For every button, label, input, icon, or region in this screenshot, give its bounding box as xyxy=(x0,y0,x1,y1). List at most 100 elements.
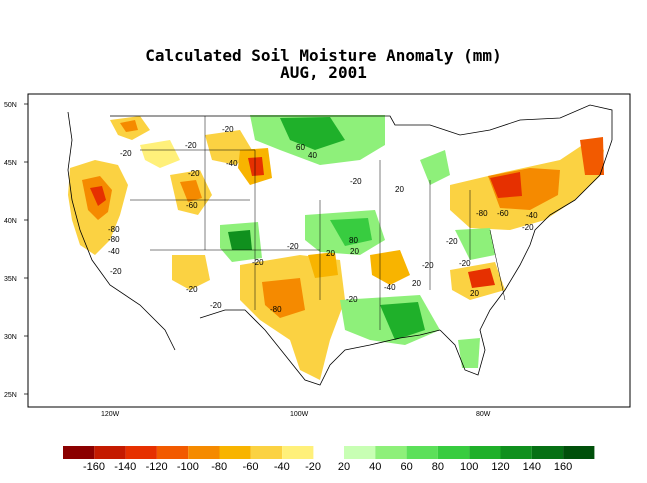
colorbar-swatch-wet xyxy=(531,446,564,459)
contour-label: -20 xyxy=(185,141,197,150)
state-borders xyxy=(130,116,506,330)
dry-region-idaho xyxy=(140,140,180,168)
contour-label: -40 xyxy=(226,159,238,168)
colorbar-swatch-wet xyxy=(500,446,532,459)
map-subtitle: AUG, 2001 xyxy=(280,63,367,82)
lat-label-40n: 40N xyxy=(4,218,17,225)
colorbar-swatch-dry xyxy=(94,446,126,459)
colorbar-label-wet: 120 xyxy=(491,461,509,473)
northern-border xyxy=(110,104,613,140)
dry-core-wyoming xyxy=(180,180,202,202)
colorbar-swatch-dry xyxy=(219,446,251,459)
west-coastline xyxy=(67,111,176,351)
colorbar-swatch-dry xyxy=(250,446,283,459)
colorbar-label-dry: -20 xyxy=(305,461,321,473)
colorbar-swatch-dry xyxy=(156,446,189,459)
colorbar-swatch-dry xyxy=(63,446,95,459)
colorbar-label-wet: 20 xyxy=(338,461,350,473)
colorbar-swatch-wet xyxy=(406,446,438,459)
colorbar-label-dry: -80 xyxy=(211,461,227,473)
lat-label-25n: 25N xyxy=(4,392,17,399)
contour-label: -20 xyxy=(222,125,234,134)
wet-region-florida xyxy=(458,338,480,368)
dry-region-oklahoma xyxy=(308,252,338,278)
contour-label: -40 xyxy=(108,247,120,256)
contour-label: -20 xyxy=(459,259,471,268)
contour-label: -20 xyxy=(422,261,434,270)
contour-label: -60 xyxy=(497,209,509,218)
map-title: Calculated Soil Moisture Anomaly (mm) xyxy=(145,46,502,65)
east-coastline xyxy=(439,139,613,376)
contour-label: -80 xyxy=(476,209,488,218)
colorbar-label-wet: 160 xyxy=(554,461,572,473)
contour-label: -80 xyxy=(270,305,282,314)
contour-label: -20 xyxy=(287,242,299,251)
colorbar-label-dry: -100 xyxy=(177,461,199,473)
colorbar-swatch-wet xyxy=(375,446,407,459)
colorbar-label-dry: -120 xyxy=(146,461,168,473)
longitude-axis: 120W 100W 80W xyxy=(101,411,491,418)
wet-core-kansas xyxy=(330,218,372,246)
wet-core-north-plains xyxy=(280,117,345,150)
lat-label-35n: 35N xyxy=(4,276,17,283)
colorbar-label-wet: 80 xyxy=(432,461,444,473)
anomaly-regions xyxy=(68,115,604,380)
colorbar-swatch-wet xyxy=(563,446,595,459)
contour-label: 60 xyxy=(296,143,305,152)
contour-label: -60 xyxy=(186,201,198,210)
coastline-and-borders xyxy=(67,104,613,386)
contour-label: 20 xyxy=(350,247,359,256)
lon-label-80w: 80W xyxy=(476,411,491,418)
contour-label: -20 xyxy=(186,285,198,294)
colorbar-swatch-wet xyxy=(469,446,501,459)
colorbar: -160 -140 -120 -100 -80 -60 -40 -20 20 40 60 80 100 1… xyxy=(63,446,595,473)
contour-label: -20 xyxy=(350,177,362,186)
colorbar-label-dry: -160 xyxy=(83,461,105,473)
dry-core-texas xyxy=(262,278,305,318)
contour-label: -20 xyxy=(346,295,358,304)
contour-label: 20 xyxy=(395,185,404,194)
dry-region-arizona xyxy=(172,255,210,290)
contour-label: -20 xyxy=(446,237,458,246)
colorbar-label-wet: 140 xyxy=(523,461,541,473)
contour-label: 80 xyxy=(349,236,358,245)
wet-region-michigan xyxy=(420,150,450,185)
contour-label: -20 xyxy=(522,223,534,232)
latitude-axis: 50N 45N 40N 35N 30N 25N xyxy=(4,102,28,399)
lon-label-120w: 120W xyxy=(101,411,120,418)
contour-label: -20 xyxy=(188,169,200,178)
wet-region-virginia xyxy=(455,228,495,260)
contour-label: -20 xyxy=(252,258,264,267)
contour-label: -40 xyxy=(526,211,538,220)
wet-core-colorado xyxy=(228,230,252,250)
lat-label-45n: 45N xyxy=(4,160,17,167)
contour-label: -40 xyxy=(384,283,396,292)
contour-label: -20 xyxy=(210,301,222,310)
contour-label: -80 xyxy=(108,225,120,234)
lat-label-50n: 50N xyxy=(4,102,17,109)
dry-core-maine xyxy=(580,137,604,175)
dry-core-nevada xyxy=(90,186,106,206)
contour-label: -20 xyxy=(110,267,122,276)
dry-core-sd xyxy=(248,157,264,176)
contour-label: 20 xyxy=(326,249,335,258)
contour-label: -20 xyxy=(120,149,132,158)
dry-core-nw xyxy=(120,120,138,132)
colorbar-label-wet: 60 xyxy=(400,461,412,473)
dry-core-carolinas xyxy=(468,268,495,288)
contour-label: 20 xyxy=(470,289,479,298)
colorbar-label-dry: -40 xyxy=(274,461,290,473)
contour-label: 20 xyxy=(412,279,421,288)
lat-label-30n: 30N xyxy=(4,334,17,341)
contour-label: 40 xyxy=(308,151,317,160)
lon-label-100w: 100W xyxy=(290,411,309,418)
colorbar-swatch-dry xyxy=(188,446,220,459)
dry-core-ny xyxy=(490,172,522,198)
colorbar-swatch-wet xyxy=(344,446,376,459)
colorbar-label-dry: -140 xyxy=(114,461,136,473)
colorbar-swatch-dry xyxy=(125,446,157,459)
colorbar-swatch-dry xyxy=(282,446,314,459)
gulf-coastline xyxy=(199,309,441,386)
colorbar-label-dry: -60 xyxy=(243,461,259,473)
